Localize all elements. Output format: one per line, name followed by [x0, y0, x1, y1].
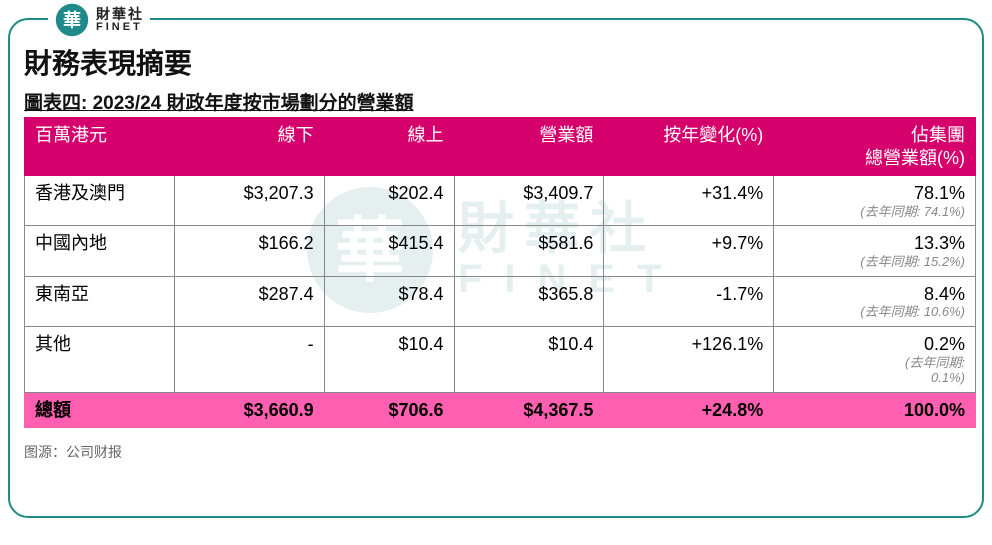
cell-yoy: +9.7% — [604, 226, 774, 276]
svg-text:華: 華 — [63, 9, 81, 30]
cell-pct: 78.1% (去年同期: 74.1%) — [774, 176, 976, 226]
cell-pct: 100.0% — [774, 392, 976, 428]
finet-logo-icon: 華 — [54, 2, 90, 38]
brand-logo: 華 財華社 FINET — [48, 2, 150, 38]
cell-offline: $3,660.9 — [174, 392, 324, 428]
col-header-pct: 佔集團 總營業額(%) — [774, 118, 976, 176]
cell-offline: $3,207.3 — [174, 176, 324, 226]
cell-market: 其他 — [25, 327, 175, 392]
cell-online: $10.4 — [324, 327, 454, 392]
table-caption: 圖表四: 2023/24 財政年度按市場劃分的營業額 — [24, 88, 976, 115]
source-note: 图源：公司财报 — [24, 442, 976, 462]
table-row: 香港及澳門 $3,207.3 $202.4 $3,409.7 +31.4% 78… — [25, 176, 976, 226]
content-area: 財務表現摘要 圖表四: 2023/24 財政年度按市場劃分的營業額 百萬港元 線… — [24, 42, 976, 462]
table-row: 中國內地 $166.2 $415.4 $581.6 +9.7% 13.3% (去… — [25, 226, 976, 276]
cell-offline: - — [174, 327, 324, 392]
cell-yoy: +126.1% — [604, 327, 774, 392]
cell-pct: 8.4% (去年同期: 10.6%) — [774, 276, 976, 326]
cell-market: 中國內地 — [25, 226, 175, 276]
cell-pct: 13.3% (去年同期: 15.2%) — [774, 226, 976, 276]
cell-market: 東南亞 — [25, 276, 175, 326]
col-header-revenue: 營業額 — [454, 118, 604, 176]
cell-yoy: +24.8% — [604, 392, 774, 428]
cell-market: 香港及澳門 — [25, 176, 175, 226]
table-row: 東南亞 $287.4 $78.4 $365.8 -1.7% 8.4% (去年同期… — [25, 276, 976, 326]
cell-offline: $287.4 — [174, 276, 324, 326]
col-header-yoy: 按年變化(%) — [604, 118, 774, 176]
col-header-market: 百萬港元 — [25, 118, 175, 176]
table-total-row: 總額 $3,660.9 $706.6 $4,367.5 +24.8% 100.0… — [25, 392, 976, 428]
cell-market: 總額 — [25, 392, 175, 428]
revenue-by-market-table: 百萬港元 線下 線上 營業額 按年變化(%) 佔集團 總營業額(%) 香港及澳門… — [24, 117, 976, 428]
logo-text-en: FINET — [96, 22, 144, 34]
logo-text-cn: 財華社 — [96, 7, 144, 22]
cell-online: $202.4 — [324, 176, 454, 226]
col-header-offline: 線下 — [174, 118, 324, 176]
section-title: 財務表現摘要 — [24, 42, 976, 82]
cell-online: $78.4 — [324, 276, 454, 326]
cell-revenue: $4,367.5 — [454, 392, 604, 428]
cell-pct: 0.2% (去年同期: 0.1%) — [774, 327, 976, 392]
cell-yoy: -1.7% — [604, 276, 774, 326]
table-row: 其他 - $10.4 $10.4 +126.1% 0.2% (去年同期: 0.1… — [25, 327, 976, 392]
cell-offline: $166.2 — [174, 226, 324, 276]
cell-revenue: $581.6 — [454, 226, 604, 276]
cell-revenue: $3,409.7 — [454, 176, 604, 226]
table-header-row: 百萬港元 線下 線上 營業額 按年變化(%) 佔集團 總營業額(%) — [25, 118, 976, 176]
cell-revenue: $10.4 — [454, 327, 604, 392]
col-header-online: 線上 — [324, 118, 454, 176]
cell-online: $415.4 — [324, 226, 454, 276]
cell-yoy: +31.4% — [604, 176, 774, 226]
cell-revenue: $365.8 — [454, 276, 604, 326]
cell-online: $706.6 — [324, 392, 454, 428]
